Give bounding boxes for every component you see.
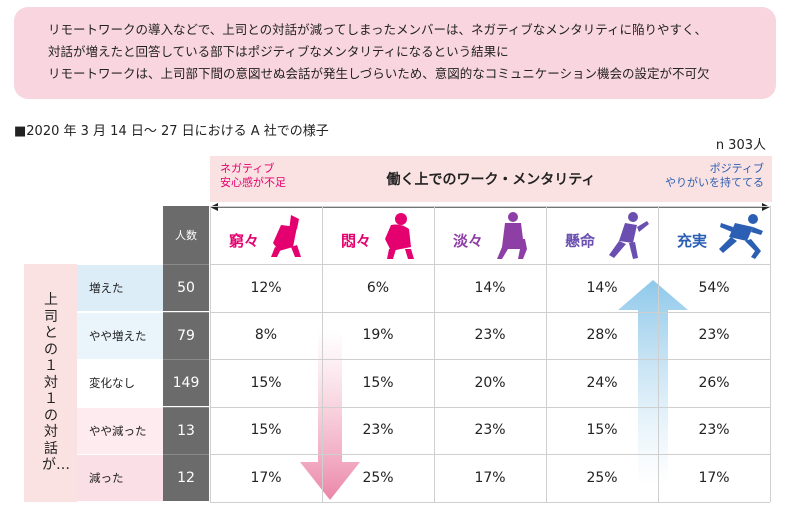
summary-line-3: リモートワークは、上司部下間の意図せぬ会話が発生しづらいため、意図的なコミュニケ… <box>48 66 710 81</box>
category-header-3: 淡々 <box>435 206 545 264</box>
grid-column-line <box>322 206 323 502</box>
table-cell: 23% <box>698 327 730 344</box>
negative-note: ネガティブ 安心感が不足 <box>220 162 286 190</box>
table-cell: 17% <box>250 469 282 486</box>
row-count: 13 <box>163 406 209 454</box>
table-cell: 12% <box>250 279 282 296</box>
row-label: やや増えた <box>77 311 163 359</box>
summary-line-1: リモートワークの導入などで、上司との対話が減ってしまったメンバーは、ネガティブな… <box>48 22 708 37</box>
table-cell: 15% <box>250 422 282 439</box>
grid-column-line <box>434 206 435 502</box>
positive-note-line1: ポジティブ <box>709 162 764 175</box>
sample-size: n 303人 <box>715 138 766 153</box>
table-cell: 54% <box>698 279 730 296</box>
grid-row-line <box>210 264 770 265</box>
running-figure-icon <box>719 214 763 259</box>
survey-period-subtitle: ■2020 年 3 月 14 日～ 27 日における A 社での様子 <box>14 124 329 139</box>
category-label: 懸命 <box>565 232 596 250</box>
pushing-figure-icon <box>609 212 649 259</box>
table-cell: 19% <box>362 327 394 344</box>
positive-trend-arrow <box>618 280 688 485</box>
grid-column-line <box>770 206 771 502</box>
table-cell: 17% <box>474 469 506 486</box>
row-label: 増えた <box>77 264 163 311</box>
negative-note-line1: ネガティブ <box>220 162 275 175</box>
row-label: やや減った <box>77 406 163 454</box>
row-label: 減った <box>77 454 163 502</box>
table-cell: 17% <box>698 469 730 486</box>
category-header-5: 充実 <box>659 206 769 264</box>
table-cell: 15% <box>586 422 618 439</box>
category-label: 悶々 <box>341 232 372 250</box>
category-header-4: 懸命 <box>547 206 657 264</box>
table-cell: 23% <box>474 327 506 344</box>
table-cell: 24% <box>586 374 618 391</box>
negative-note-line2: 安心感が不足 <box>220 176 286 189</box>
kneeling-figure-icon <box>271 215 301 257</box>
category-label: 淡々 <box>453 232 484 250</box>
table-cell: 25% <box>586 469 618 486</box>
grid-bottom-line <box>210 502 770 503</box>
mentality-axis-title: 働く上でのワーク・メンタリティ <box>386 172 596 188</box>
row-count: 12 <box>163 454 209 502</box>
summary-box: リモートワークの導入などで、上司との対話が減ってしまったメンバーは、ネガティブな… <box>14 7 776 99</box>
grid-row-line <box>210 359 770 361</box>
category-label: 充実 <box>677 232 708 250</box>
table-cell: 14% <box>474 279 506 296</box>
mentality-axis-band: ネガティブ 安心感が不足 働く上でのワーク・メンタリティ ポジティブ やりがいを… <box>210 156 772 202</box>
grid-row-line <box>210 311 770 313</box>
table-cell: 28% <box>586 327 618 344</box>
row-count: 50 <box>163 264 209 311</box>
row-axis-label-box: 上司との１対１の対話が… <box>24 264 77 502</box>
row-count: 149 <box>163 359 209 407</box>
grid-column-line <box>658 206 659 502</box>
people-count-header: 人数 <box>163 206 209 264</box>
crouching-figure-icon <box>385 213 414 259</box>
row-count: 79 <box>163 311 209 359</box>
grid-column-line <box>546 206 547 502</box>
table-cell: 15% <box>250 374 282 391</box>
summary-line-2: 対話が増えたと回答している部下はポジティブなメンタリティになるという結果に <box>48 44 509 59</box>
row-axis-label: 上司との１対１の対話が… <box>42 292 70 473</box>
positive-note: ポジティブ やりがいを持ててる <box>665 162 764 190</box>
grid-row-line <box>210 406 770 408</box>
table-cell: 8% <box>254 327 278 344</box>
grid-row-line <box>210 454 770 456</box>
grid-top-line <box>210 206 770 207</box>
table-cell: 23% <box>474 422 506 439</box>
table-cell: 6% <box>366 279 390 296</box>
table-cell: 14% <box>586 279 618 296</box>
mentality-double-arrow <box>210 203 770 211</box>
table-cell: 23% <box>362 422 394 439</box>
grid-column-line <box>210 206 211 502</box>
table-cell: 20% <box>474 374 506 391</box>
category-header-2: 悶々 <box>323 206 433 264</box>
negative-trend-arrow <box>300 330 360 500</box>
table-cell: 25% <box>362 469 394 486</box>
category-header-1: 窮々 <box>211 206 321 264</box>
sitting-figure-icon <box>497 212 527 259</box>
category-label: 窮々 <box>229 232 260 250</box>
table-cell: 26% <box>698 374 730 391</box>
table-cell: 23% <box>698 422 730 439</box>
positive-note-line2: やりがいを持ててる <box>665 176 764 189</box>
table-cell: 15% <box>362 374 394 391</box>
row-label: 変化なし <box>77 359 163 407</box>
